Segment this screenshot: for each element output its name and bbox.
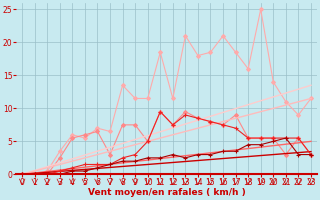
X-axis label: Vent moyen/en rafales ( km/h ): Vent moyen/en rafales ( km/h ) bbox=[88, 188, 245, 197]
